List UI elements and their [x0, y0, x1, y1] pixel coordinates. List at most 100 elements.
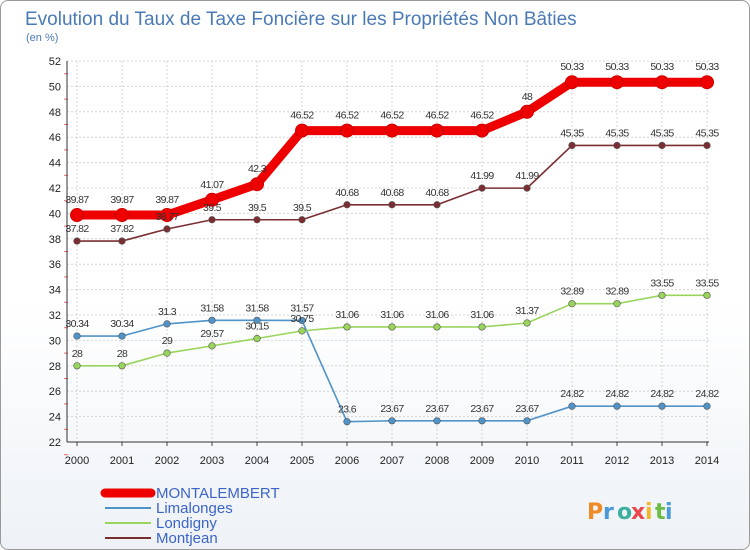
- y-tick-label: 34: [49, 285, 61, 297]
- y-tick-label: 40: [49, 208, 61, 220]
- data-point-montjean: [433, 201, 441, 209]
- x-tick-label: 2002: [155, 455, 179, 467]
- data-label-londigny: 30.75: [290, 313, 314, 325]
- data-point-montjean: [658, 141, 666, 150]
- data-label-montalembert: 41.07: [200, 179, 224, 191]
- data-label-limalonges: 24.82: [605, 388, 629, 400]
- data-point-montalembert: [475, 123, 489, 138]
- data-label-montalembert: 46.52: [290, 110, 314, 122]
- data-point-montjean: [388, 201, 396, 209]
- data-point-londigny: [163, 349, 171, 357]
- logo-letter: r: [603, 500, 614, 525]
- data-point-limalonges: [388, 417, 396, 425]
- series-layer: [70, 75, 714, 426]
- data-point-limalonges: [523, 417, 531, 425]
- data-label-montalembert: 50.33: [605, 61, 629, 73]
- y-tick-label: 32: [49, 310, 61, 322]
- data-point-limalonges: [613, 402, 621, 410]
- data-point-montjean: [118, 237, 126, 245]
- data-point-limalonges: [208, 316, 216, 324]
- data-point-montalembert: [565, 75, 579, 90]
- y-tick-label: 38: [49, 234, 61, 246]
- data-point-montjean: [703, 141, 711, 150]
- legend-label-limalonges: Limalonges: [156, 500, 233, 517]
- data-point-londigny: [343, 323, 351, 331]
- data-point-montjean: [343, 201, 351, 209]
- data-label-limalonges: 23.67: [425, 403, 449, 415]
- y-tick-label: 52: [49, 56, 61, 68]
- data-label-londigny: 28: [72, 348, 83, 360]
- data-label-montjean: 40.68: [380, 187, 404, 199]
- data-point-londigny: [478, 323, 486, 331]
- data-label-montjean: 45.35: [560, 127, 584, 139]
- logo-letter: i: [645, 500, 653, 525]
- data-point-londigny: [253, 334, 261, 343]
- y-tick-label: 24: [49, 412, 61, 424]
- data-label-londigny: 31.06: [380, 309, 404, 321]
- data-point-londigny: [523, 319, 531, 327]
- y-tick-label: 22: [49, 437, 61, 449]
- data-point-montalembert: [70, 208, 84, 223]
- data-point-londigny: [568, 300, 576, 308]
- data-point-montalembert: [700, 75, 714, 90]
- data-point-montalembert: [250, 177, 264, 192]
- data-point-montalembert: [610, 75, 624, 90]
- x-tick-label: 2008: [425, 455, 449, 467]
- data-label-limalonges: 23.67: [470, 403, 494, 415]
- chart-title: Evolution du Taux de Taxe Foncière sur l…: [25, 9, 577, 30]
- data-point-montjean: [478, 184, 486, 192]
- data-point-montalembert: [385, 123, 399, 138]
- x-tick-label: 2004: [245, 455, 269, 467]
- data-point-londigny: [118, 362, 126, 370]
- data-label-limalonges: 31.3: [158, 306, 177, 318]
- data-label-limalonges: 31.58: [245, 302, 269, 314]
- data-label-londigny: 33.55: [695, 277, 719, 289]
- data-point-limalonges: [343, 418, 351, 426]
- x-tick-label: 2000: [65, 455, 89, 467]
- data-label-montjean: 40.68: [425, 187, 449, 199]
- data-label-limalonges: 24.82: [695, 388, 719, 400]
- y-tick-label: 30: [49, 335, 61, 347]
- data-label-limalonges: 31.57: [290, 302, 314, 314]
- data-label-montalembert: 39.87: [65, 194, 89, 206]
- data-point-montjean: [253, 216, 261, 224]
- y-tick-label: 48: [49, 107, 61, 119]
- data-label-montjean: 40.68: [335, 187, 359, 199]
- data-point-montjean: [613, 141, 621, 150]
- data-label-montalembert: 46.52: [425, 110, 449, 122]
- data-point-montalembert: [205, 192, 219, 207]
- data-label-montalembert: 46.52: [335, 110, 359, 122]
- grid: [67, 60, 709, 443]
- data-label-montjean: 39.5: [203, 202, 222, 214]
- x-tick-label: 2012: [605, 455, 629, 467]
- data-label-limalonges: 23.6: [338, 404, 357, 416]
- data-point-limalonges: [118, 332, 126, 340]
- x-tick-label: 2005: [290, 455, 314, 467]
- data-label-londigny: 31.06: [425, 309, 449, 321]
- data-point-limalonges: [73, 332, 81, 340]
- y-tick-label: 26: [49, 386, 61, 398]
- x-tick-label: 2003: [200, 455, 224, 467]
- legend-label-montjean: Montjean: [156, 530, 218, 547]
- data-label-montjean: 39.5: [248, 202, 267, 214]
- data-label-montalembert: 39.87: [155, 194, 179, 206]
- data-point-londigny: [433, 323, 441, 331]
- data-label-montjean: 39.5: [293, 202, 312, 214]
- data-label-limalonges: 30.34: [65, 318, 89, 330]
- data-label-montalembert: 46.52: [470, 110, 494, 122]
- data-point-londigny: [298, 327, 306, 335]
- data-label-londigny: 30.15: [245, 320, 269, 332]
- data-label-limalonges: 30.34: [110, 318, 134, 330]
- data-label-londigny: 29.57: [200, 328, 224, 340]
- data-label-londigny: 31.06: [470, 309, 494, 321]
- data-point-limalonges: [163, 320, 171, 328]
- logo-letter: o: [617, 500, 632, 525]
- data-point-montjean: [73, 237, 81, 245]
- data-label-montjean: 45.35: [605, 127, 629, 139]
- data-label-montjean: 41.99: [515, 170, 539, 182]
- data-point-limalonges: [568, 402, 576, 410]
- legend-label-montalembert: MONTALEMBERT: [156, 485, 280, 502]
- logo-letter: t: [655, 500, 666, 525]
